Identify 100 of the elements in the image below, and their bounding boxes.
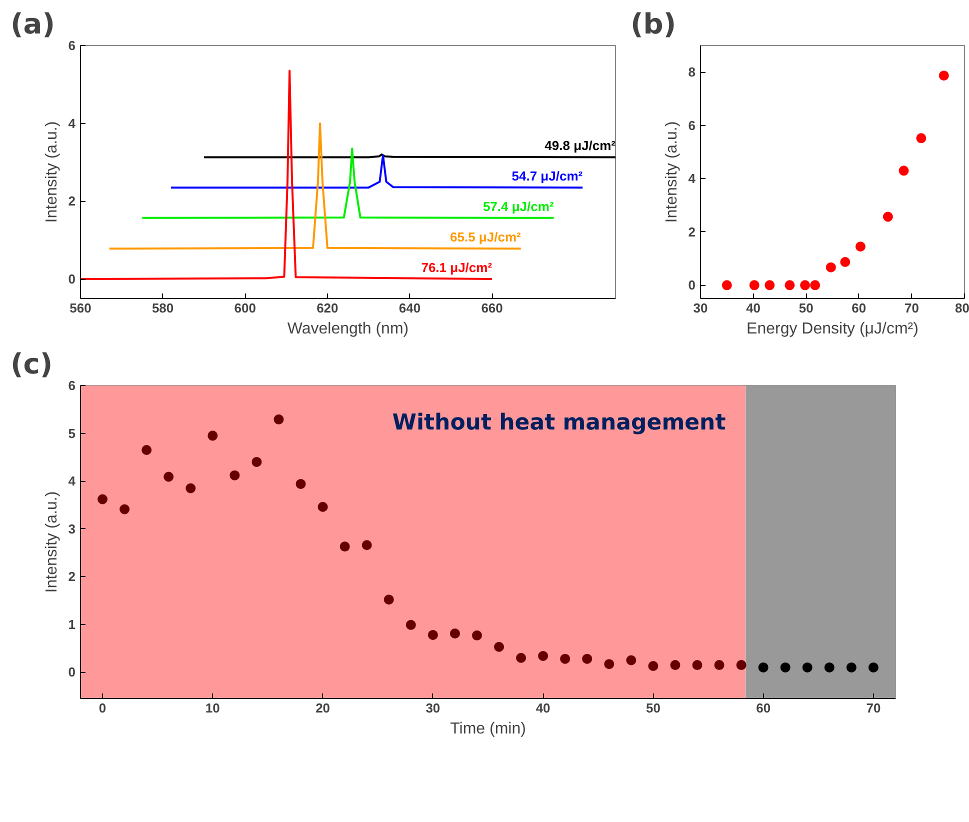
y-tick-label: 4: [68, 474, 76, 489]
x-tick-label: 560: [70, 300, 92, 316]
point: [626, 655, 636, 666]
point: [230, 470, 240, 480]
x-tick-label: 60: [756, 700, 771, 716]
text: (c): [10, 348, 53, 380]
x-tick-label: 40: [536, 700, 550, 716]
x-tick-label: 30: [693, 300, 708, 316]
y-tick-label: 2: [688, 224, 696, 240]
y-tick-label: 3: [68, 521, 76, 536]
x-axis-title: Energy Density (μJ/cm²): [746, 320, 918, 338]
point: [472, 630, 482, 640]
point: [868, 662, 878, 672]
point: [296, 478, 306, 489]
x-tick-label: 20: [316, 700, 330, 716]
point: [494, 642, 504, 652]
point: [648, 661, 658, 671]
x-tick-label: 50: [646, 700, 660, 716]
point: [604, 659, 614, 670]
point: [274, 414, 284, 424]
text: (a): [10, 8, 55, 40]
point: [692, 660, 702, 670]
point: [800, 280, 810, 290]
y-tick-label: 0: [68, 272, 76, 287]
point: [164, 472, 174, 482]
point: [802, 662, 812, 672]
x-tick-label: 10: [205, 700, 220, 716]
y-tick-label: 1: [68, 616, 76, 632]
x-axis-title: Wavelength (nm): [287, 320, 409, 338]
point: [882, 212, 893, 222]
x-tick-label: 620: [316, 300, 338, 316]
point: [538, 650, 548, 661]
y-axis-title: Intensity (a.u.): [43, 121, 60, 223]
point: [120, 504, 130, 514]
x-tick-label: 660: [481, 300, 503, 316]
point: [736, 660, 746, 670]
point: [406, 620, 416, 630]
y-axis-title: Intensity (a.u.): [43, 491, 60, 593]
line-series: [170, 154, 584, 189]
text: (b): [630, 8, 676, 40]
y-tick-label: 6: [68, 38, 76, 53]
x-tick-label: 40: [746, 300, 761, 316]
x-tick-label: 600: [234, 300, 256, 316]
point: [898, 166, 909, 176]
x-tick-label: 30: [426, 700, 440, 716]
x-tick-label: 80: [955, 300, 969, 316]
point: [450, 628, 460, 638]
point: [208, 430, 218, 441]
band-label: Without heat management: [392, 410, 726, 436]
point: [516, 652, 526, 663]
x-tick-label: 60: [852, 300, 866, 316]
point: [938, 70, 949, 81]
y-tick-label: 0: [688, 278, 696, 293]
point: [916, 133, 926, 144]
x-tick-label: 580: [152, 300, 174, 316]
y-tick-label: 2: [68, 569, 76, 584]
x-tick-label: 50: [798, 300, 814, 316]
point: [714, 660, 724, 670]
point: [186, 483, 196, 494]
x-tick-label: 70: [866, 700, 881, 716]
point: [340, 542, 350, 552]
series-label: 65.5 μJ/cm²: [450, 230, 522, 245]
point: [560, 654, 570, 664]
x-axis-title: Time (min): [450, 720, 526, 738]
point: [252, 456, 262, 467]
series-label: 54.7 μJ/cm²: [512, 168, 584, 184]
y-tick-label: 4: [688, 171, 696, 186]
point: [362, 540, 372, 550]
point: [758, 662, 768, 672]
point: [810, 280, 820, 290]
x-tick-label: 0: [98, 700, 106, 716]
point: [764, 280, 775, 290]
point: [98, 494, 108, 504]
y-tick-label: 6: [68, 378, 76, 393]
point: [428, 630, 438, 640]
point: [749, 280, 760, 290]
point: [384, 594, 394, 605]
point: [824, 662, 834, 672]
series-label: 49.8 μJ/cm²: [544, 138, 616, 154]
point: [826, 262, 836, 272]
y-tick-label: 0: [68, 664, 76, 680]
y-tick-label: 2: [68, 194, 76, 209]
point: [142, 445, 152, 456]
point: [840, 257, 850, 268]
point: [784, 280, 795, 290]
y-tick-label: 4: [68, 116, 76, 131]
x-tick-label: 70: [904, 300, 919, 316]
point: [846, 662, 856, 672]
series-label: 76.1 μJ/cm²: [421, 260, 493, 276]
y-axis-title: Intensity (a.u.): [663, 121, 680, 223]
y-tick-label: 5: [68, 426, 76, 441]
point: [722, 280, 732, 290]
point: [780, 662, 790, 672]
x-tick-label: 640: [398, 300, 421, 316]
y-tick-label: 8: [688, 64, 696, 80]
point: [318, 502, 328, 512]
point: [582, 654, 592, 664]
y-tick-label: 6: [688, 118, 696, 133]
point: [670, 660, 680, 670]
point: [855, 242, 866, 252]
